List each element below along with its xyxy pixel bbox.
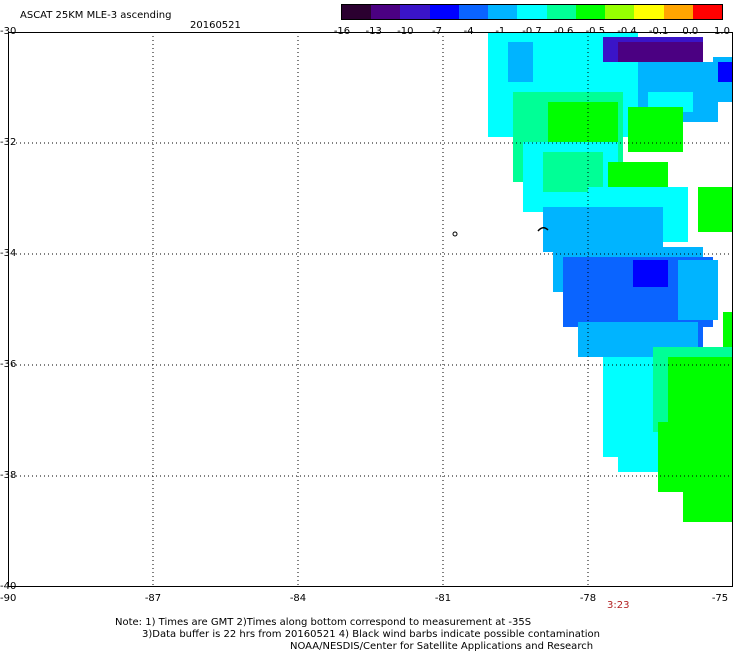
colorbar-segment (517, 5, 548, 19)
colorbar-tick-label: -16 (333, 26, 351, 37)
colorbar-segment (605, 5, 635, 19)
wind-data-cell (628, 107, 683, 152)
note-line-2: 3)Data buffer is 22 hrs from 20160521 4)… (142, 629, 600, 640)
wind-data-cell (508, 42, 533, 82)
longitude-label: -87 (144, 593, 162, 604)
colorbar-segment (429, 5, 460, 19)
wind-data-cell (618, 42, 703, 62)
colorbar-segment (400, 5, 431, 19)
colorbar-segment (342, 5, 372, 19)
wind-data-cell (683, 472, 733, 522)
colorbar-segment (371, 5, 401, 19)
colorbar (341, 4, 723, 20)
latitude-label: -34 (0, 248, 17, 259)
island-outline (537, 227, 549, 232)
wind-data-cell (723, 312, 733, 347)
colorbar-tick-label: -0.5 (585, 26, 606, 37)
note-line-1: Note: 1) Times are GMT 2)Times along bot… (115, 617, 532, 628)
colorbar-segment (634, 5, 665, 19)
map-plot-area (8, 32, 733, 587)
colorbar-segment (458, 5, 489, 19)
latitude-label: -36 (0, 359, 17, 370)
wind-data-cell (678, 260, 718, 320)
colorbar-tick-label: 1.0 (714, 26, 730, 37)
island-marker (452, 231, 458, 237)
colorbar-tick-label: -0.1 (648, 26, 669, 37)
longitude-label: -84 (289, 593, 307, 604)
map-date: 20160521 (190, 20, 241, 31)
longitude-label: -75 (711, 593, 729, 604)
latitude-label: -32 (0, 137, 17, 148)
wind-data-cell (543, 207, 663, 252)
footer-notes: Note: 1) Times are GMT 2)Times along bot… (115, 617, 600, 653)
colorbar-segment (692, 5, 723, 19)
colorbar-segment (488, 5, 518, 19)
longitude-label: -90 (0, 593, 17, 604)
latitude-label: -38 (0, 470, 17, 481)
map-title: ASCAT 25KM MLE-3 ascending (20, 10, 172, 21)
wind-data-cell (718, 62, 733, 82)
map-frame (8, 32, 733, 587)
colorbar-segment (546, 5, 577, 19)
latitude-label: -30 (0, 26, 17, 37)
colorbar-segment (663, 5, 694, 19)
longitude-label: -78 (579, 593, 597, 604)
colorbar-tick-label: -0.6 (553, 26, 574, 37)
time-label: 3:23 (607, 600, 630, 611)
colorbar-tick-label: -10 (397, 26, 414, 37)
colorbar-tick-label: -13 (365, 26, 382, 37)
wind-data-cell (543, 152, 603, 192)
latitude-label: -40 (0, 581, 17, 592)
colorbar-segment (575, 5, 606, 19)
longitude-label: -81 (434, 593, 452, 604)
colorbar-tick-label: -0.4 (617, 26, 637, 37)
colorbar-tick-label: 0.0 (682, 26, 699, 37)
note-line-3: NOAA/NESDIS/Center for Satellite Applica… (290, 641, 594, 652)
colorbar-tick-label: -0.7 (522, 26, 542, 37)
wind-data-cell (698, 187, 733, 232)
